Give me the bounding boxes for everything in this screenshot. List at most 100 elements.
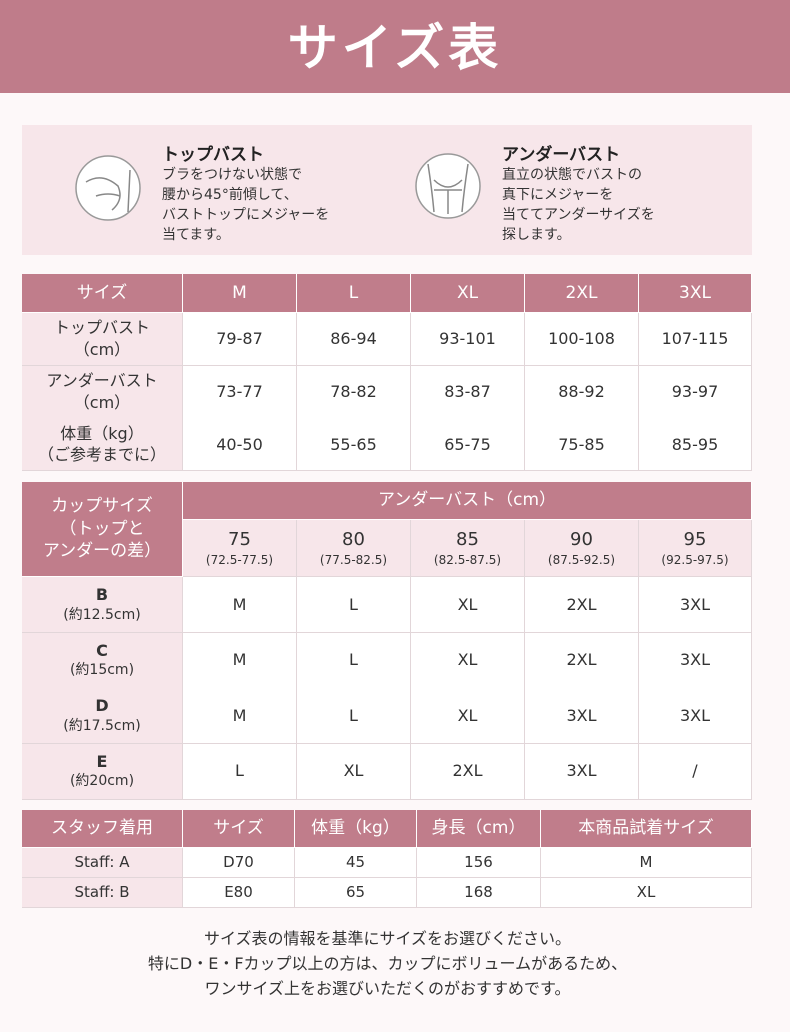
data-cell: 3XL [639,577,752,633]
cell-text: 88-92 [558,381,605,401]
cell-text: 3XL [566,761,597,781]
row-label: E (約20cm) [22,743,183,800]
data-cell: 3XL [525,743,639,800]
cell-text: (約15cm) [69,662,135,679]
cell-text: 73-77 [216,381,263,401]
data-cell: L [297,688,411,744]
cell-text: L [235,761,244,781]
icon-under-bust [415,153,481,219]
header-cell: M [183,274,297,313]
data-cell: 100-108 [525,313,639,366]
data-cell: XL [411,632,525,689]
cell-text: XL [456,282,479,303]
data-cell: M [541,848,752,878]
cell-text: / [692,761,698,781]
cell-text: 2XL [452,761,483,781]
cell-text: L [349,705,358,725]
cell-text: 3XL [679,650,711,670]
row-label: 体重（kg） （ご参考までに） [22,418,183,472]
row-label: Staff: B [22,878,183,908]
cell-text: (約17.5cm) [63,717,141,734]
row-label: Staff: A [22,848,183,878]
cell-text: 身長（cm） [431,818,526,839]
icon-top-bust [75,155,141,221]
cell-text: （cm） [73,340,131,359]
cell-text: E [96,751,108,771]
cell-text: 93-101 [439,329,496,349]
row-label: B (約12.5cm) [22,577,183,633]
cell-text: 65-75 [444,434,491,454]
cell-text: 86-94 [330,329,377,349]
cell-text: C [96,640,108,660]
header-cell: スタッフ着用 [22,810,183,848]
cell-text: 156 [464,853,493,872]
cell-text: （ご参考までに） [37,445,166,465]
cell-text: 93-97 [671,381,719,401]
cell-text: (約20cm) [69,773,135,790]
data-cell: 55-65 [297,418,411,472]
cell-text: XL [457,594,478,614]
header-cell: 3XL [639,274,752,313]
data-cell: 83-87 [411,365,525,419]
data-cell: M [183,577,297,633]
header-cell: L [297,274,411,313]
cell-text: L [349,650,358,670]
cell-text: (77.5-82.5) [319,553,388,568]
data-cell: 65-75 [411,418,525,472]
cell-text: サイズ [213,818,264,839]
cell-text: 107-115 [661,329,729,349]
data-cell: M [183,632,297,689]
data-cell: L [183,743,297,800]
data-cell: 3XL [639,688,752,744]
cell-text: 3XL [679,594,711,614]
data-cell: 93-97 [639,365,752,419]
data-cell: 2XL [411,743,525,800]
cell-text: 85-95 [671,434,719,454]
cell-text: E80 [224,883,253,902]
guide-text: 腰から45°前傾して、 [162,187,298,203]
group-header: アンダーバスト（cm） [183,482,752,520]
guide-heading: トップバスト [162,145,264,165]
data-cell: 156 [417,848,541,878]
data-cell: XL [541,878,752,908]
column-header: 80 (77.5-82.5) [297,520,411,577]
data-cell: D70 [183,848,295,878]
cell-text: 100-108 [548,329,615,349]
guide-text: ブラをつけない状態で [162,167,302,183]
cell-text: M [232,282,247,303]
data-cell: 93-101 [411,313,525,366]
column-header: 85 (82.5-87.5) [411,520,525,577]
data-cell: 45 [295,848,417,878]
cell-text: アンダーバスト [46,371,158,391]
guide-text: 直立の状態でバストの [502,167,642,183]
row-label: D (約17.5cm) [22,688,183,744]
cell-text: M [639,853,653,872]
cell-text: 80 [342,528,365,550]
cell-text: XL [457,650,478,670]
cell-text: XL [636,883,656,902]
header-cell: サイズ [183,810,295,848]
data-cell: E80 [183,878,295,908]
data-cell: 88-92 [525,365,639,419]
title-bar [0,0,790,93]
header-cell: 身長（cm） [417,810,541,848]
cell-text: 55-65 [330,434,377,454]
cell-text: Staff: A [74,853,130,872]
data-cell: L [297,577,411,633]
note: サイズ表の情報を基準にサイズをお選びください。 [203,929,572,948]
row-label: アンダーバスト （cm） [22,365,183,419]
cell-text: (92.5-97.5) [661,553,729,568]
cell-text: 85 [456,528,479,550]
data-cell: L [297,632,411,689]
cell-text: 79-87 [216,329,263,349]
cell-text: サイズ [76,282,128,303]
cell-text: 40-50 [216,434,263,454]
data-cell: 85-95 [639,418,752,472]
corner-cell: カップサイズ （トップと アンダーの差） [22,482,183,577]
cell-text: 体重（kg） [60,423,144,443]
cell-text: 2XL [566,594,597,614]
guide-heading: アンダーバスト [502,145,621,165]
cell-text: L [348,282,359,303]
data-cell: 73-77 [183,365,297,419]
